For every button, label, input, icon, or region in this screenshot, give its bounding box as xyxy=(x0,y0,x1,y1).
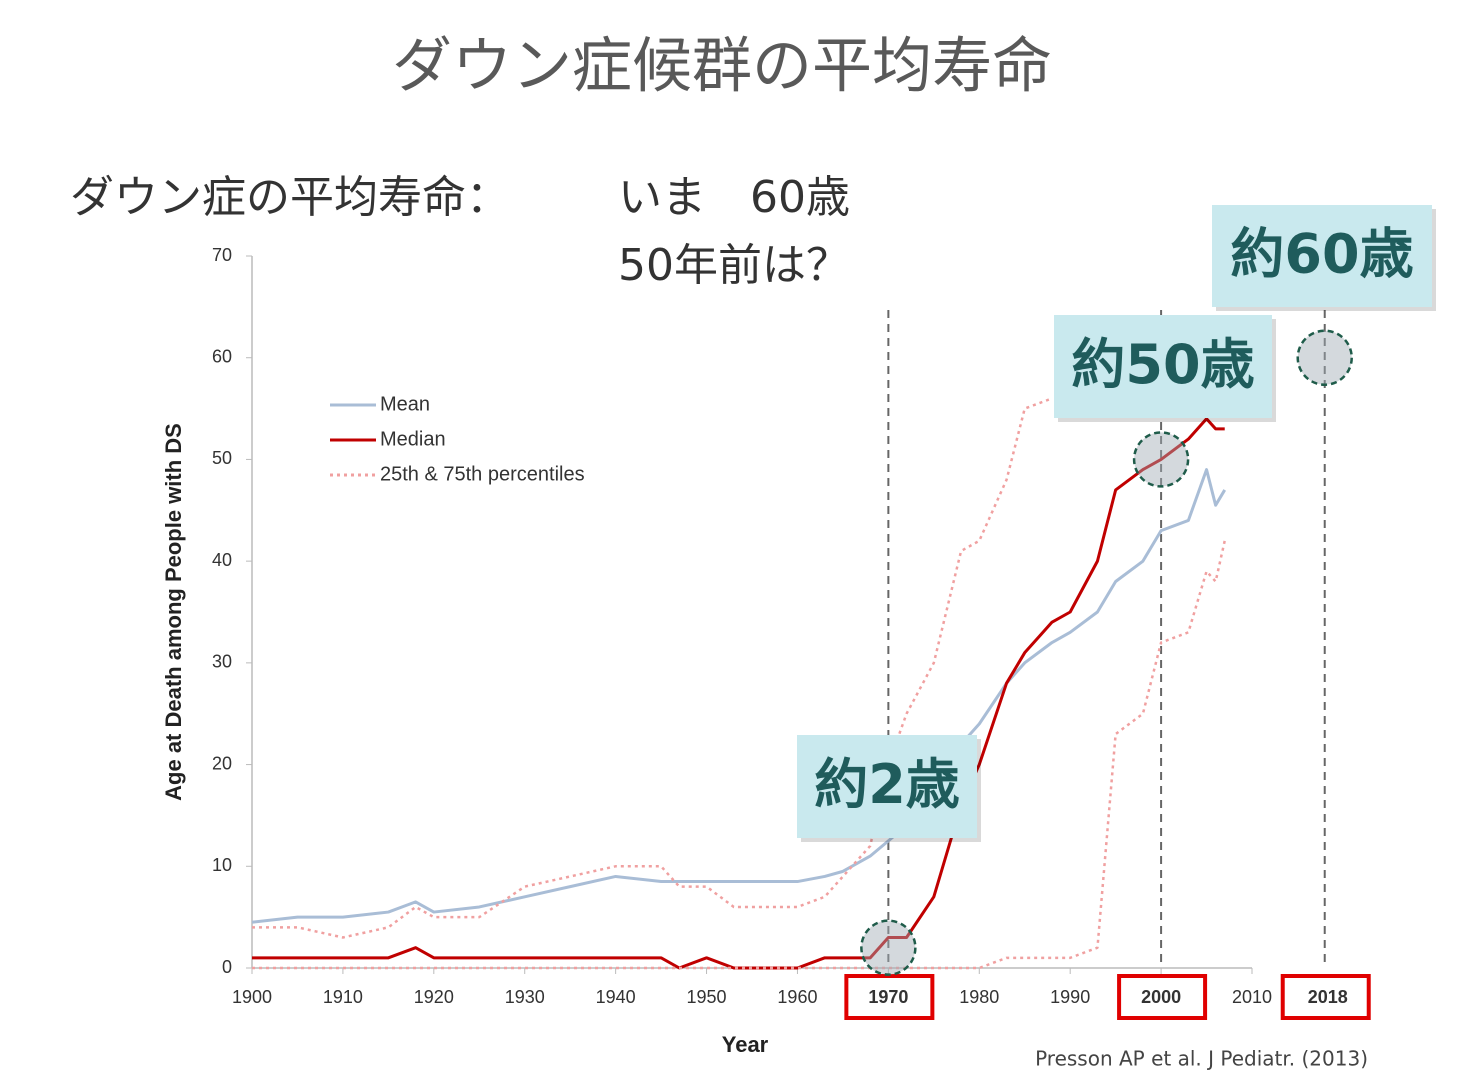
callout-text: 約2歳 xyxy=(814,753,960,816)
x-tick-label: 1970 xyxy=(868,987,908,1007)
callout-text: 約60歳 xyxy=(1230,223,1413,286)
y-tick-label: 60 xyxy=(212,346,232,366)
x-tick-label: 1910 xyxy=(323,987,363,1007)
annotation-marker xyxy=(1296,329,1353,386)
y-tick-label: 0 xyxy=(222,957,232,977)
series-line xyxy=(251,468,1227,924)
x-axis-label: Year xyxy=(722,1032,769,1057)
highlight-year-label: 2018 xyxy=(1308,987,1348,1007)
statement-past: 50年前は？ xyxy=(618,240,850,291)
y-tick-label: 30 xyxy=(212,652,232,672)
legend-label: Mean xyxy=(380,393,430,415)
series-line xyxy=(252,417,1225,970)
highlight-box xyxy=(1117,974,1208,1020)
x-tick-label: 1920 xyxy=(414,987,454,1007)
x-tick-label: 2010 xyxy=(1232,987,1272,1007)
x-tick-label: 1990 xyxy=(1050,987,1090,1007)
x-tick-label: 1950 xyxy=(687,987,727,1007)
x-tick-label: 1960 xyxy=(777,987,817,1007)
callout-box xyxy=(1054,315,1272,418)
callout-box xyxy=(1212,205,1432,307)
x-tick-label: 1930 xyxy=(505,987,545,1007)
y-tick-label: 70 xyxy=(212,245,232,265)
y-tick-label: 20 xyxy=(212,753,232,773)
citation: Presson AP et al. J Pediatr. (2013) xyxy=(1035,1047,1368,1071)
x-tick-label: 1900 xyxy=(232,987,272,1007)
callout-box xyxy=(797,735,977,838)
y-axis-label: Age at Death among People with DS xyxy=(161,423,186,801)
x-tick-label: 1940 xyxy=(596,987,636,1007)
series-line xyxy=(252,540,1226,970)
statement-now: いま 60歳 xyxy=(618,172,850,223)
y-tick-label: 40 xyxy=(212,550,232,570)
statement-label: ダウン症の平均寿命： xyxy=(70,172,510,223)
highlight-box xyxy=(844,974,935,1020)
y-tick-label: 10 xyxy=(212,855,232,875)
legend-label: Median xyxy=(380,428,446,450)
callout-text: 約50歳 xyxy=(1071,333,1254,396)
annotation-marker xyxy=(1132,431,1190,488)
x-tick-label: 1980 xyxy=(959,987,999,1007)
x-tick-label: 2000 xyxy=(1141,987,1181,1007)
annotation-marker xyxy=(860,919,917,976)
legend-label: 25th & 75th percentiles xyxy=(380,463,585,485)
series-line xyxy=(252,397,1053,939)
y-tick-label: 50 xyxy=(212,448,232,468)
slide-title: ダウン症候群の平均寿命 xyxy=(392,32,1052,102)
highlight-box xyxy=(1280,974,1371,1020)
